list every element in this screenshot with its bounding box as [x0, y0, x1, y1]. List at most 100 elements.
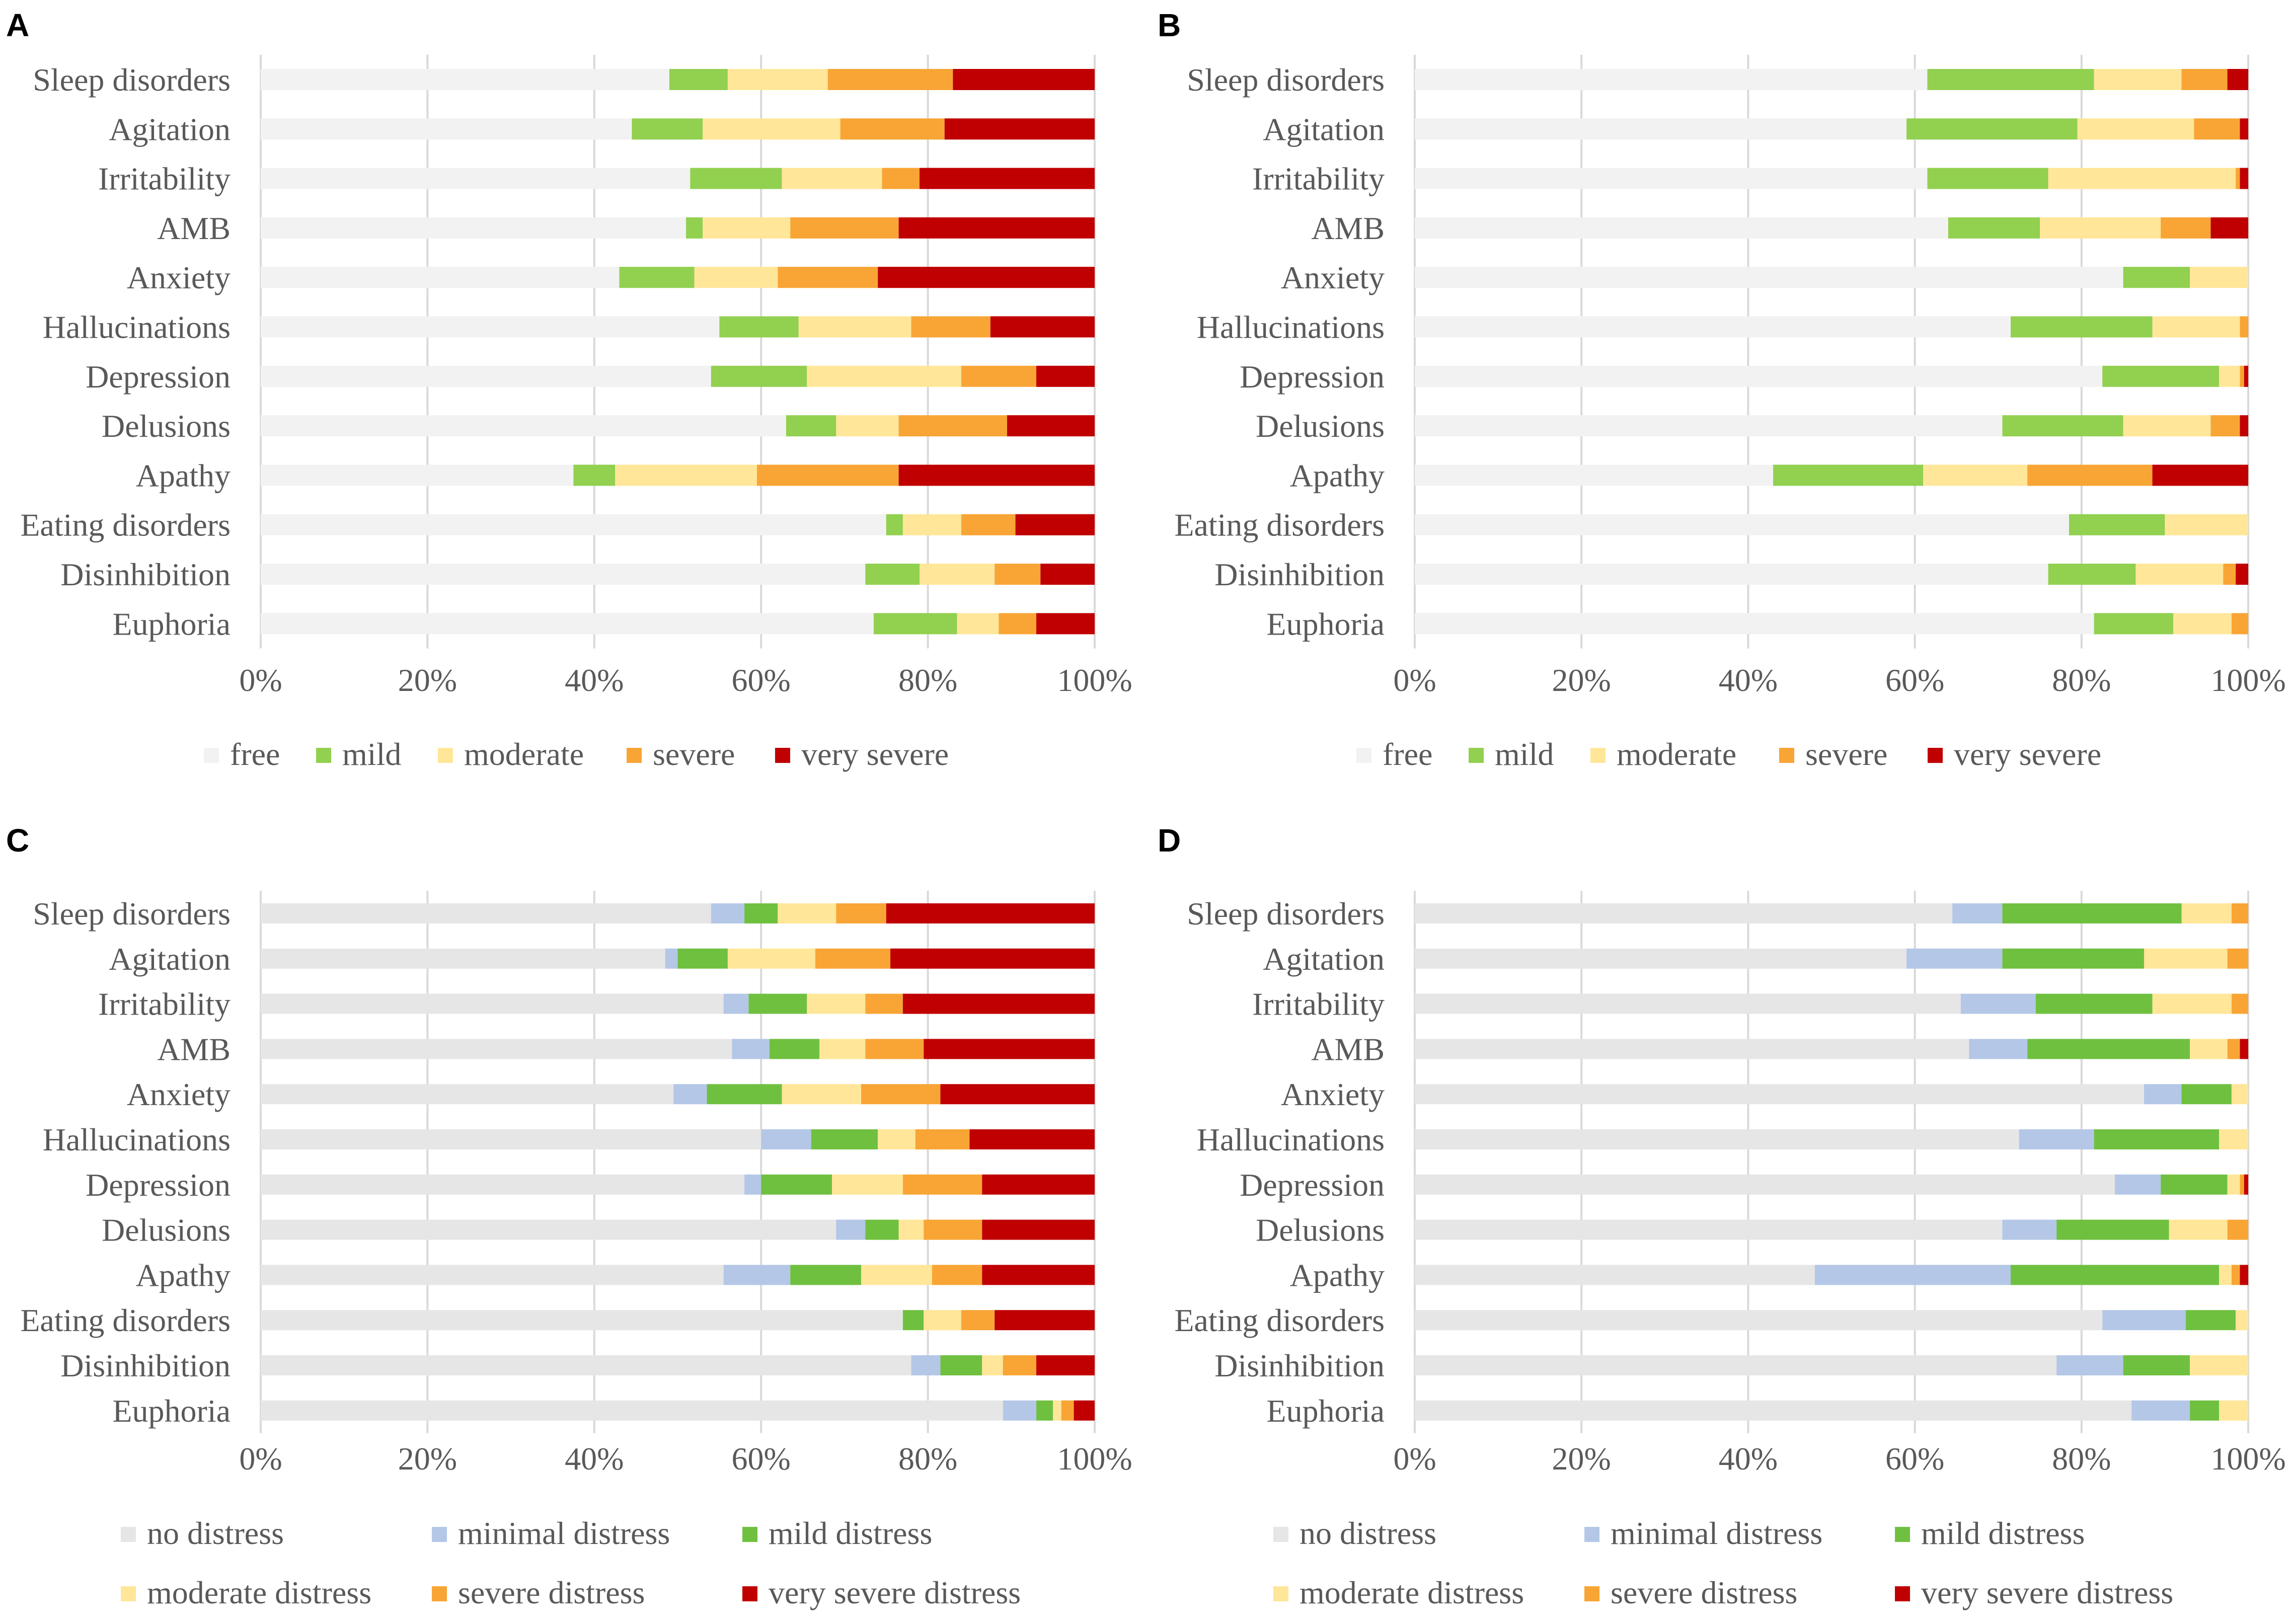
bar-segment-free-amb [1415, 217, 1948, 239]
legend-label-mild-distress: mild distress [769, 1515, 932, 1551]
legend-swatch-moderate [438, 748, 453, 763]
category-label: Eating disorders [1174, 507, 1385, 543]
legend-label-very-severe: very severe [1954, 736, 2101, 772]
bar-segment-severe-delusions [2210, 415, 2240, 437]
category-label: Delusions [1256, 1212, 1385, 1248]
bar-segment-very-severe-distress-delusions [982, 1219, 1095, 1240]
panel-label: D [1158, 822, 1181, 859]
category-label: Anxiety [1281, 260, 1385, 295]
bar-segment-no-distress-sleep-disorders [1415, 903, 1953, 923]
category-label: Apathy [1290, 457, 1385, 493]
x-tick-label: 20% [398, 662, 457, 698]
bar-segment-mild-amb [686, 217, 703, 239]
bar-segment-moderate-apathy [1923, 465, 2028, 486]
bar-segment-moderate-distress-apathy [2219, 1265, 2232, 1285]
bar-segment-moderate-delusions [836, 415, 899, 437]
bar-segment-severe-distress-anxiety [861, 1084, 941, 1105]
legend-label-mild: mild [342, 736, 401, 772]
category-label: AMB [157, 1031, 231, 1067]
bar-segment-severe-distress-apathy [2231, 1265, 2240, 1285]
bar-segment-severe-distress-agitation [2227, 948, 2248, 969]
legend-swatch-very-severe-distress [742, 1586, 757, 1601]
bar-segment-mild-agitation [1906, 118, 2078, 140]
bar-segment-mild-distress-hallucinations [811, 1129, 878, 1149]
legend-swatch-minimal-distress [1584, 1527, 1599, 1542]
category-label: Irritability [98, 161, 231, 197]
bar-segment-mild-sleep-disorders [1927, 69, 2094, 90]
bar-segment-very-severe-anxiety [878, 267, 1095, 288]
bar-segment-severe-depression [2240, 365, 2244, 387]
bar-segment-severe-distress-euphoria [1061, 1400, 1074, 1421]
bar-segment-no-distress-disinhibition [1415, 1355, 2057, 1375]
bar-segment-very-severe-distress-apathy [982, 1265, 1095, 1285]
bar-segment-no-distress-agitation [1415, 948, 1907, 969]
bar-segment-minimal-distress-eating-disorders [2102, 1310, 2186, 1331]
bar-segment-moderate-distress-irritability [2152, 993, 2232, 1014]
bar-segment-moderate-hallucinations [798, 316, 911, 338]
bar-segment-moderate-apathy [615, 465, 757, 486]
bar-segment-moderate-distress-euphoria [1053, 1400, 1061, 1421]
bar-segment-moderate-sleep-disorders [727, 69, 828, 90]
x-tick-label: 80% [2052, 1441, 2111, 1477]
bar-segment-moderate-distress-agitation [727, 948, 815, 969]
legend-swatch-free [204, 748, 219, 763]
bar-segment-no-distress-irritability [261, 993, 724, 1014]
bar-segment-free-agitation [261, 118, 632, 140]
legend-swatch-severe [627, 748, 642, 763]
category-label: Eating disorders [20, 507, 231, 543]
bar-segment-mild-distress-disinhibition [940, 1355, 982, 1375]
bar-segment-free-disinhibition [1415, 564, 2048, 585]
bar-segment-moderate-eating-disorders [2165, 514, 2248, 535]
legend-swatch-no-distress [1273, 1527, 1288, 1542]
bar-segment-minimal-distress-amb [1969, 1039, 2028, 1059]
bar-segment-free-anxiety [261, 267, 620, 288]
bar-segment-moderate-depression [807, 365, 961, 387]
bar-segment-very-severe-apathy [2152, 465, 2248, 486]
bar-segment-mild-apathy [573, 465, 616, 486]
bar-segment-moderate-distress-delusions [2169, 1219, 2228, 1240]
bar-segment-very-severe-depression [2244, 365, 2248, 387]
bar-segment-moderate-distress-delusions [898, 1219, 924, 1240]
bar-segment-minimal-distress-irritability [723, 993, 749, 1014]
bar-segment-very-severe-agitation [944, 118, 1095, 140]
x-tick-label: 80% [2052, 662, 2111, 698]
bar-segment-severe-distress-irritability [865, 993, 903, 1014]
category-label: AMB [157, 210, 231, 246]
bar-segment-severe-disinhibition [2223, 564, 2236, 585]
x-tick-label: 0% [239, 662, 282, 698]
bar-segment-no-distress-agitation [261, 948, 665, 969]
bar-segment-minimal-distress-anxiety [673, 1084, 707, 1105]
bar-segment-no-distress-depression [261, 1174, 745, 1195]
legend-swatch-free [1356, 748, 1371, 763]
category-label: Sleep disorders [33, 62, 231, 98]
bar-segment-severe-hallucinations [2240, 316, 2248, 338]
bar-segment-mild-disinhibition [2048, 564, 2136, 585]
legend-swatch-mild-distress [1895, 1527, 1910, 1542]
bar-segment-minimal-distress-hallucinations [2019, 1129, 2094, 1149]
bar-segment-mild-distress-sleep-disorders [2002, 903, 2182, 923]
bar-segment-moderate-anxiety [2190, 267, 2248, 288]
bar-segment-minimal-distress-euphoria [1003, 1400, 1037, 1421]
bar-segment-minimal-distress-delusions [2002, 1219, 2057, 1240]
category-label: Agitation [1263, 111, 1385, 147]
bar-segment-mild-euphoria [2094, 613, 2173, 635]
bar-segment-free-depression [261, 365, 711, 387]
legend-label-moderate-distress: moderate distress [1300, 1575, 1524, 1610]
bar-segment-moderate-depression [2219, 365, 2240, 387]
category-label: Irritability [98, 986, 231, 1022]
category-label: Depression [1240, 1167, 1385, 1203]
x-tick-label: 40% [1719, 1441, 1778, 1477]
category-label: Anxiety [127, 260, 231, 295]
bar-segment-moderate-distress-euphoria [2219, 1400, 2248, 1421]
bar-segment-moderate-distress-apathy [861, 1265, 932, 1285]
bar-segment-mild-distress-irritability [748, 993, 807, 1014]
bar-segment-very-severe-distress-eating-disorders [995, 1310, 1095, 1331]
bar-segment-no-distress-delusions [261, 1219, 836, 1240]
bar-segment-severe-anxiety [778, 267, 878, 288]
category-label: Disinhibition [60, 1348, 231, 1383]
bar-segment-mild-depression [711, 365, 807, 387]
bar-segment-very-severe-distress-depression [2244, 1174, 2248, 1195]
bar-segment-moderate-distress-hallucinations [2219, 1129, 2248, 1149]
bar-segment-moderate-agitation [703, 118, 841, 140]
bar-segment-moderate-distress-anxiety [2231, 1084, 2248, 1105]
